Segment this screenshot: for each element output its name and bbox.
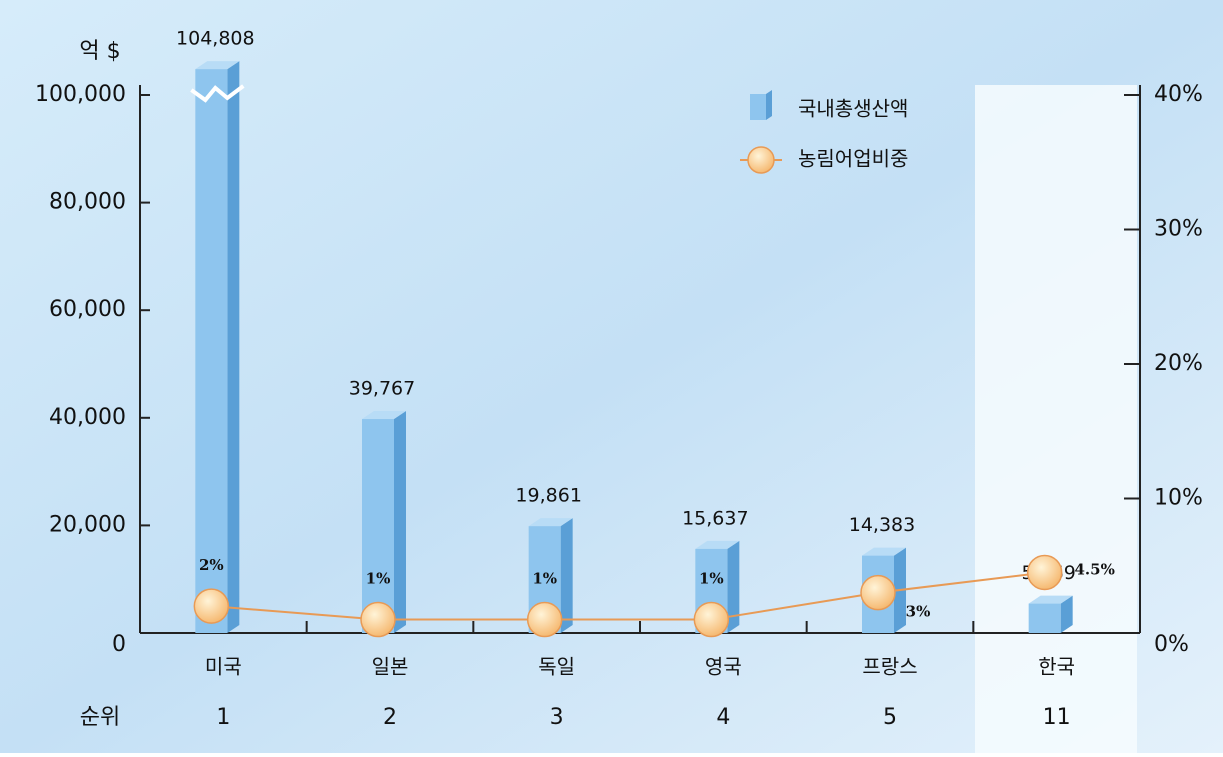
bar-side: [1060, 595, 1073, 633]
rank: 3: [550, 705, 564, 730]
x-tick-label: 영국: [705, 655, 742, 679]
bar-top: [862, 547, 906, 556]
line-value-label: 1%: [532, 570, 557, 588]
bar-side: [394, 411, 406, 633]
highlight-column: [975, 85, 1137, 753]
y-tick-label: 40,000: [49, 405, 126, 430]
bar-side: [560, 518, 573, 633]
legend-label: 농림어업비중: [798, 147, 908, 171]
rank: 11: [1043, 705, 1071, 730]
line-value-label: 3%: [906, 603, 931, 621]
bar-value-label: 19,861: [515, 485, 581, 507]
line: [211, 571, 1045, 621]
y-tick-label: 60,000: [49, 297, 126, 322]
line-marker: [360, 601, 396, 638]
y-tick-label: 100,000: [35, 82, 126, 107]
legend-bar-swatch: [750, 94, 766, 120]
y2-tick-label: 40%: [1154, 82, 1203, 107]
line-marker: [860, 574, 896, 611]
y2-tick-label: 10%: [1154, 486, 1203, 511]
y-tick-label: 80,000: [49, 190, 126, 215]
legend-label: 국내총생산액: [798, 97, 908, 121]
rank: 4: [716, 705, 730, 730]
x-tick-label: 미국: [205, 655, 242, 679]
line-value-label: 4.5%: [1074, 560, 1114, 578]
y-axis-label: 억 $: [79, 39, 120, 64]
line-marker: [193, 588, 230, 624]
rank: 2: [383, 705, 397, 730]
bar: [362, 419, 394, 633]
bar-top: [695, 540, 740, 549]
bar-value-label: 104,808: [176, 28, 255, 50]
axis-break: [190, 84, 245, 103]
bar: [195, 69, 228, 634]
bar-top: [362, 411, 406, 420]
rank-label: 순위: [80, 705, 120, 730]
x-tick-label: 한국: [1038, 655, 1075, 679]
bar-top: [195, 61, 240, 70]
rank: 1: [216, 705, 230, 730]
line-marker: [693, 601, 730, 638]
y2-tick-label: 20%: [1154, 351, 1203, 376]
x-tick-label: 독일: [538, 655, 575, 679]
y2-tick-label: 0%: [1154, 632, 1189, 657]
bar-value-label: 14,383: [849, 514, 915, 536]
rank: 5: [883, 705, 897, 730]
line-value-label: 1%: [699, 570, 724, 588]
legend-marker: [747, 146, 775, 174]
bar-top: [528, 518, 573, 527]
bar-top: [1028, 595, 1073, 604]
y2-tick-label: 30%: [1154, 217, 1203, 242]
bar-side: [227, 61, 240, 634]
line-value-label: 2%: [199, 556, 224, 574]
legend-bar-side: [766, 90, 772, 120]
line-marker: [526, 601, 563, 638]
bar-value-label: 39,767: [349, 378, 415, 400]
bar: [1028, 603, 1061, 633]
line-value-label: 1%: [366, 570, 391, 588]
bar-side: [727, 540, 740, 633]
bar-value-label: 15,637: [682, 507, 748, 529]
x-tick-label: 프랑스: [862, 655, 917, 679]
y-tick-label: 0: [112, 632, 126, 657]
x-tick-label: 일본: [372, 655, 409, 679]
y-tick-label: 20,000: [49, 512, 126, 537]
line-marker: [1026, 554, 1063, 591]
